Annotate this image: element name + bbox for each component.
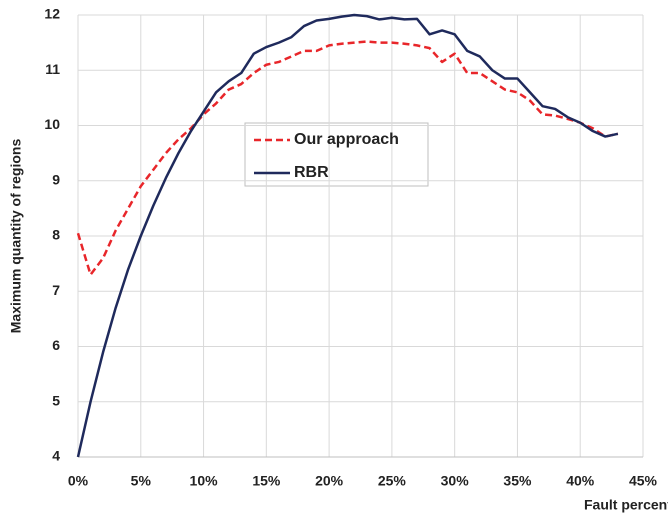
y-axis-label: Maximum quantity of regions [8, 139, 24, 334]
y-tick-label: 4 [52, 448, 60, 464]
x-tick-label: 25% [378, 473, 407, 489]
x-axis-label: Fault percentage [584, 497, 668, 513]
x-tick-label: 30% [441, 473, 470, 489]
y-tick-label: 8 [52, 227, 60, 243]
line-series [76, 40, 619, 276]
y-tick-label: 7 [52, 282, 60, 298]
legend [244, 122, 429, 187]
y-tick-label: 12 [44, 6, 60, 22]
x-tick-label: 0% [68, 473, 89, 489]
y-tick-label: 9 [52, 171, 60, 187]
y-tick-label: 6 [52, 337, 60, 353]
x-tick-label: 35% [503, 473, 532, 489]
y-tick-label: 10 [44, 116, 60, 132]
x-tick-label: 40% [566, 473, 595, 489]
y-tick-label: 11 [45, 61, 60, 77]
x-tick-label: 5% [131, 473, 152, 489]
x-tick-label: 20% [315, 473, 344, 489]
x-tick-label: 45% [629, 473, 658, 489]
y-tick-label: 5 [52, 392, 60, 408]
legend-label: Our approach [294, 131, 399, 148]
legend-label: RBR [294, 164, 329, 181]
line-series [76, 13, 619, 458]
x-tick-label: 10% [190, 473, 219, 489]
x-tick-label: 15% [252, 473, 281, 489]
